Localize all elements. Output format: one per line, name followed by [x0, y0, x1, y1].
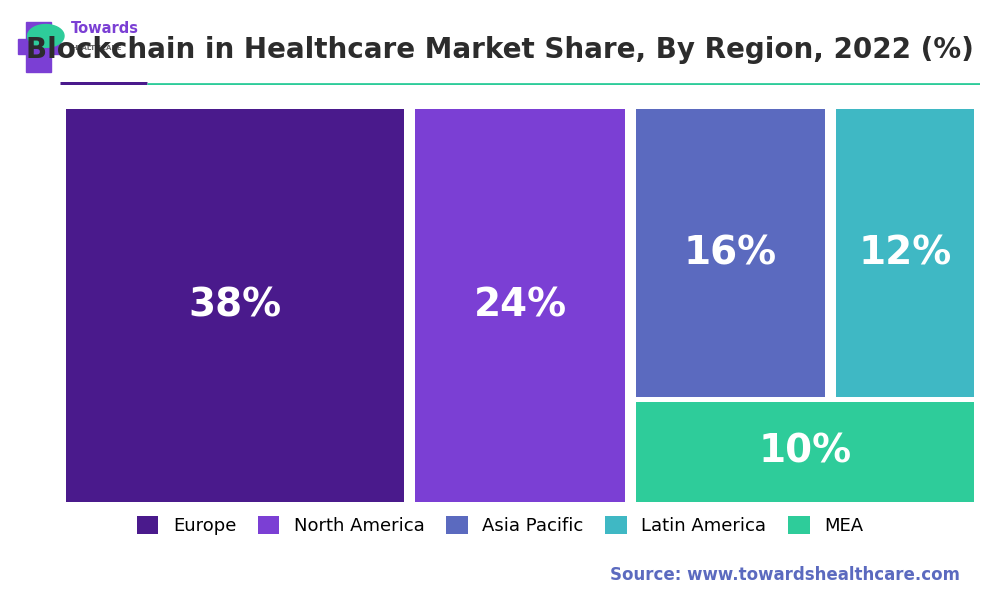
FancyBboxPatch shape — [636, 109, 825, 397]
Text: Towards: Towards — [71, 21, 139, 36]
Text: 16%: 16% — [684, 234, 777, 272]
Text: Blockchain in Healthcare Market Share, By Region, 2022 (%): Blockchain in Healthcare Market Share, B… — [26, 36, 974, 65]
FancyBboxPatch shape — [415, 109, 625, 502]
Text: HEALTHCARE: HEALTHCARE — [71, 45, 122, 51]
Text: 10%: 10% — [759, 433, 852, 471]
Polygon shape — [28, 24, 64, 47]
FancyBboxPatch shape — [636, 402, 974, 502]
Legend: Europe, North America, Asia Pacific, Latin America, MEA: Europe, North America, Asia Pacific, Lat… — [129, 509, 871, 543]
FancyBboxPatch shape — [836, 109, 974, 397]
Text: 38%: 38% — [188, 286, 281, 324]
Bar — [26, 22, 51, 72]
Text: 24%: 24% — [473, 286, 567, 324]
Text: 12%: 12% — [858, 234, 952, 272]
Text: Source: www.towardshealthcare.com: Source: www.towardshealthcare.com — [610, 566, 960, 584]
Bar — [18, 39, 60, 55]
FancyBboxPatch shape — [66, 109, 404, 502]
